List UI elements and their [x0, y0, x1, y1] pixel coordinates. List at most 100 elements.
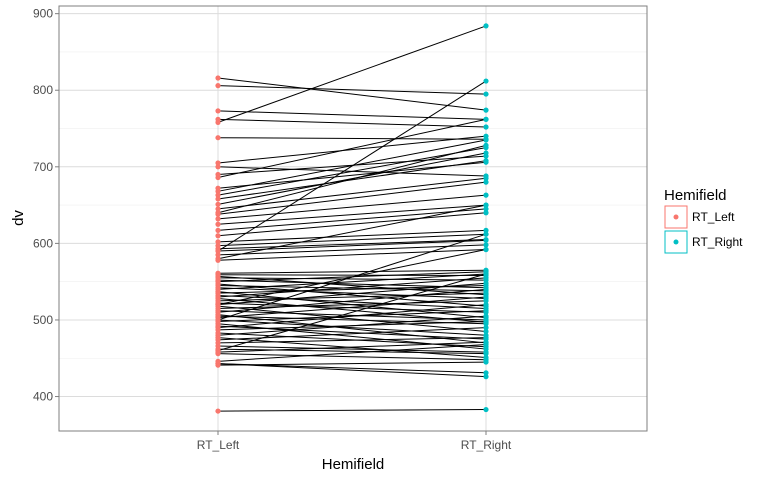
point-rt-right-17 — [483, 346, 489, 352]
point-rt-right-40 — [483, 285, 489, 291]
pair-line-30 — [217, 298, 487, 323]
pair-line-68 — [217, 135, 487, 164]
pair-line-48 — [217, 249, 487, 261]
pair-line-23 — [217, 288, 487, 313]
point-rt-right-77 — [483, 202, 489, 208]
point-rt-left-76 — [215, 210, 221, 216]
point-rt-right-42 — [483, 292, 489, 298]
point-rt-left-77 — [215, 256, 221, 262]
point-rt-left-53 — [215, 239, 221, 245]
point-rt-right-34 — [483, 315, 489, 321]
pair-line-65 — [217, 118, 487, 179]
legend-marker-rt-right — [673, 239, 679, 245]
pair-line-2 — [217, 363, 487, 378]
plot-panel-border — [58, 5, 648, 432]
pair-line-8 — [217, 345, 487, 353]
point-rt-left-45 — [215, 302, 221, 308]
point-rt-right-48 — [483, 246, 489, 253]
y-tick-label: 900 — [33, 7, 53, 21]
point-rt-left-4 — [215, 358, 221, 364]
point-rt-left-61 — [215, 196, 221, 202]
pair-line-50 — [217, 239, 487, 252]
x-axis-ticks: RT_Left RT_Right — [197, 431, 512, 452]
data-points — [215, 23, 489, 414]
pair-line-29 — [217, 292, 487, 302]
point-rt-right-52 — [483, 231, 489, 237]
point-rt-left-47 — [215, 347, 221, 354]
pair-line-75 — [217, 80, 487, 252]
y-tick-label: 800 — [33, 83, 53, 97]
point-rt-left-69 — [215, 135, 221, 141]
pair-line-59 — [217, 177, 487, 210]
point-rt-right-54 — [483, 210, 489, 216]
pair-line-49 — [217, 244, 487, 256]
point-rt-left-72 — [215, 108, 221, 114]
point-rt-right-2 — [483, 374, 489, 380]
point-rt-right-51 — [483, 236, 489, 243]
pair-line-73 — [217, 85, 487, 95]
pair-line-4 — [217, 343, 487, 362]
pair-line-11 — [217, 337, 487, 358]
point-rt-right-58 — [483, 179, 489, 185]
point-rt-right-47 — [483, 271, 489, 277]
pair-line-17 — [217, 323, 487, 350]
pair-line-77 — [217, 204, 487, 260]
pair-line-72 — [217, 110, 487, 120]
pair-line-36 — [217, 287, 487, 300]
pair-line-34 — [217, 291, 487, 319]
pair-line-55 — [217, 208, 487, 231]
pair-line-47 — [217, 273, 487, 352]
plot-panel-background — [59, 6, 647, 431]
point-rt-right-76 — [483, 142, 489, 148]
point-rt-left-49 — [215, 252, 221, 258]
pair-line-57 — [217, 194, 487, 220]
point-rt-left-52 — [215, 243, 221, 249]
y-tick-label: 400 — [33, 390, 53, 404]
pair-line-70 — [217, 25, 487, 123]
legend-label-rt-right: RT_Right — [692, 235, 743, 249]
point-rt-right-0 — [483, 406, 489, 413]
pair-line-76 — [217, 144, 487, 214]
point-rt-right-67 — [483, 173, 489, 179]
pair-line-0 — [217, 409, 487, 412]
y-tick-label: 600 — [33, 236, 53, 250]
x-tick-label: RT_Left — [197, 438, 240, 452]
point-rt-left-46 — [215, 317, 221, 323]
point-rt-right-26 — [483, 328, 489, 335]
point-rt-right-28 — [483, 309, 489, 315]
pair-line-3 — [217, 363, 487, 374]
point-rt-right-66 — [483, 153, 489, 159]
point-rt-right-73 — [483, 91, 489, 97]
point-rt-left-60 — [215, 201, 221, 207]
y-tick-label: 700 — [33, 160, 53, 174]
point-rt-left-64 — [215, 185, 221, 191]
point-rt-right-30 — [483, 319, 489, 325]
pair-line-43 — [217, 274, 487, 277]
pair-line-74 — [217, 77, 487, 111]
y-axis-title: dv — [10, 210, 27, 226]
point-rt-left-73 — [215, 83, 221, 89]
point-rt-left-59 — [215, 206, 221, 212]
pair-line-53 — [217, 229, 487, 243]
pair-line-22 — [217, 314, 487, 344]
point-rt-right-44 — [483, 267, 489, 273]
pair-line-38 — [217, 283, 487, 307]
legend: Hemifield RT_Left RT_Right — [664, 187, 743, 254]
y-axis-ticks: 400 500 600 700 800 900 — [33, 7, 59, 404]
point-rt-right-19 — [483, 332, 489, 338]
point-rt-right-70 — [483, 23, 489, 29]
point-rt-left-57 — [215, 216, 221, 222]
pair-line-7 — [217, 348, 487, 355]
point-rt-right-10 — [483, 325, 489, 331]
pair-line-42 — [217, 275, 487, 296]
pair-line-71 — [217, 118, 487, 128]
point-rt-left-66 — [215, 171, 221, 178]
pair-line-32 — [217, 294, 487, 309]
point-rt-right-16 — [483, 336, 489, 342]
point-rt-left-74 — [215, 75, 221, 81]
point-rt-right-55 — [483, 206, 489, 212]
point-rt-left-75 — [215, 248, 221, 254]
point-rt-right-74 — [483, 107, 489, 113]
point-rt-right-22 — [483, 340, 489, 346]
point-rt-right-64 — [483, 159, 489, 165]
